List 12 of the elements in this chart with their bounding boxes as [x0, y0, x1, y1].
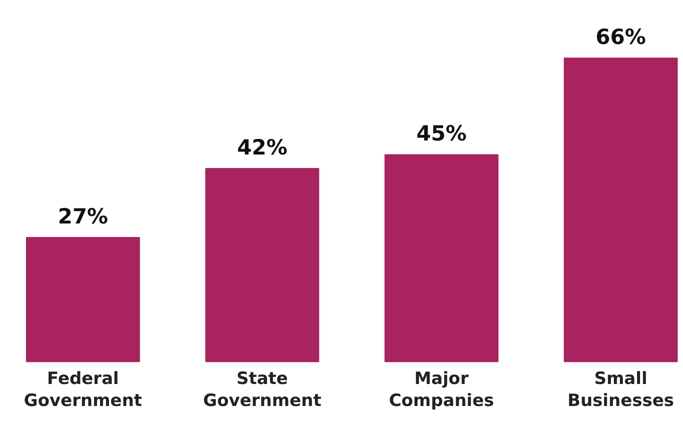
bar	[384, 154, 498, 362]
x-tick-label: Major Companies	[388, 369, 494, 412]
data-label: 45%	[416, 122, 467, 146]
data-label: 66%	[596, 25, 646, 50]
data-label: 42%	[237, 135, 288, 160]
data-label: 27%	[58, 204, 108, 228]
x-tick-label: Small Businesses	[567, 369, 674, 412]
bar	[26, 236, 140, 362]
bar	[205, 168, 320, 362]
x-tick-label: State Government	[203, 369, 322, 412]
x-tick-label: Federal Government	[24, 369, 142, 412]
bar	[564, 58, 678, 362]
